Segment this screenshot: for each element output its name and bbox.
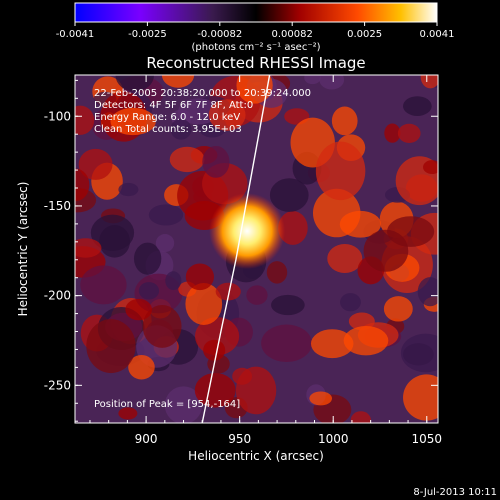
heat-blob	[420, 75, 438, 89]
heat-blob	[164, 386, 203, 423]
heat-blob	[203, 339, 226, 361]
y-tick-label: -200	[44, 289, 71, 303]
heat-blob	[363, 229, 409, 272]
colorbar-ticks: -0.0041 -0.0025 -0.00082 0.00082 0.0025 0.004…	[56, 22, 455, 40]
annotation-detectors: Detectors: 4F 5F 6F 7F 8F, Att:0	[94, 100, 253, 111]
x-tick-label: 1050	[411, 432, 442, 446]
colorbar-unit-label: (photons cm⁻² s⁻¹ asec⁻²)	[191, 42, 320, 53]
heat-blob	[383, 296, 413, 322]
heat-blob	[165, 271, 182, 291]
heat-blob	[417, 277, 438, 307]
heat-blob	[319, 75, 345, 90]
y-axis-label: Heliocentric Y (arcsec)	[16, 182, 30, 317]
colorbar-tick-label: -0.00082	[197, 29, 242, 40]
heat-blob	[142, 304, 182, 348]
heat-blob	[304, 75, 321, 85]
footer-date: 8-Jul-2013 10:11	[413, 487, 497, 498]
heat-blob	[423, 160, 438, 175]
x-tick-label: 950	[228, 432, 251, 446]
heat-blob	[75, 238, 102, 258]
heat-blob	[403, 96, 432, 116]
heat-blob	[310, 329, 354, 359]
heat-blob	[110, 107, 156, 136]
colorbar-tick-label: -0.0041	[56, 29, 95, 40]
heat-blob	[232, 367, 253, 385]
heat-blob	[403, 374, 438, 421]
heat-blob	[384, 123, 401, 143]
heat-blob	[236, 75, 273, 104]
heat-blob	[115, 75, 154, 92]
heat-blob	[138, 282, 160, 300]
heat-blob	[400, 333, 438, 373]
solar-limb-curve	[201, 75, 271, 423]
heat-blob	[343, 325, 389, 356]
heat-blob	[194, 372, 236, 408]
heat-blob	[78, 148, 113, 180]
heat-blob	[246, 285, 268, 305]
heat-blob	[125, 298, 152, 321]
heat-blob	[350, 411, 371, 423]
heat-blob	[202, 145, 230, 178]
heat-blob	[148, 204, 184, 226]
heat-blob	[309, 391, 333, 406]
heat-blob	[75, 168, 90, 202]
y-tick-label: -250	[44, 378, 71, 392]
heatmap-image	[75, 75, 438, 423]
heat-blob	[170, 118, 192, 140]
heat-blob	[185, 283, 223, 326]
peak-source	[209, 193, 286, 270]
plot-frame	[74, 74, 439, 424]
chart-title: Reconstructed RHESSI Image	[146, 54, 365, 72]
x-tick-label: 900	[135, 432, 158, 446]
heat-blob	[340, 293, 361, 312]
heat-blob	[397, 123, 421, 143]
annotation-block: 22-Feb-2005 20:38:20.000 to 20:39:24.000…	[94, 88, 311, 135]
y-tick-label: -150	[44, 199, 71, 213]
heat-blob	[86, 319, 136, 374]
heat-blob	[133, 242, 162, 275]
colorbar-tick-label: 0.0025	[347, 29, 382, 40]
heat-blob	[118, 182, 139, 197]
heat-blob	[315, 141, 366, 201]
heat-blob	[155, 234, 175, 253]
heat-blob	[215, 282, 241, 301]
colorbar-tick-label: -0.0025	[128, 29, 167, 40]
colorbar-tick-label: 0.0041	[420, 29, 455, 40]
heat-blob	[80, 265, 127, 305]
heat-blob	[261, 324, 312, 363]
heat-blob	[327, 243, 363, 274]
y-tick-label: -100	[44, 109, 71, 123]
heat-blob	[75, 105, 95, 135]
annotation-energy-range: Energy Range: 6.0 - 12.0 keV	[94, 112, 240, 123]
heat-blob	[312, 188, 361, 238]
heat-blob	[208, 99, 246, 131]
colorbar	[74, 2, 438, 23]
annotation-clean-counts: Clean Total counts: 3.95E+03	[94, 124, 242, 135]
peak-position-label: Position of Peak = [954,-164]	[94, 399, 240, 410]
heat-blob	[128, 354, 155, 380]
heat-blob	[90, 214, 135, 251]
heat-blob	[161, 75, 195, 88]
heat-blob	[118, 407, 138, 420]
y-axis-ticks: -100 -150 -200 -250	[44, 79, 438, 422]
heat-blob	[185, 263, 215, 291]
heat-blob	[169, 146, 205, 173]
heat-blob	[278, 211, 308, 245]
heat-blob	[269, 178, 309, 212]
annotation-time-range: 22-Feb-2005 20:38:20.000 to 20:39:24.000	[94, 88, 311, 99]
colorbar-tick-label: 0.00082	[272, 29, 313, 40]
x-tick-label: 1000	[318, 432, 349, 446]
x-axis-ticks: 900 950 1000 1050	[89, 75, 442, 446]
heat-blob	[271, 294, 305, 316]
heat-blob	[266, 261, 288, 284]
x-axis-label: Heliocentric X (arcsec)	[188, 449, 324, 463]
heat-blob	[331, 106, 358, 136]
